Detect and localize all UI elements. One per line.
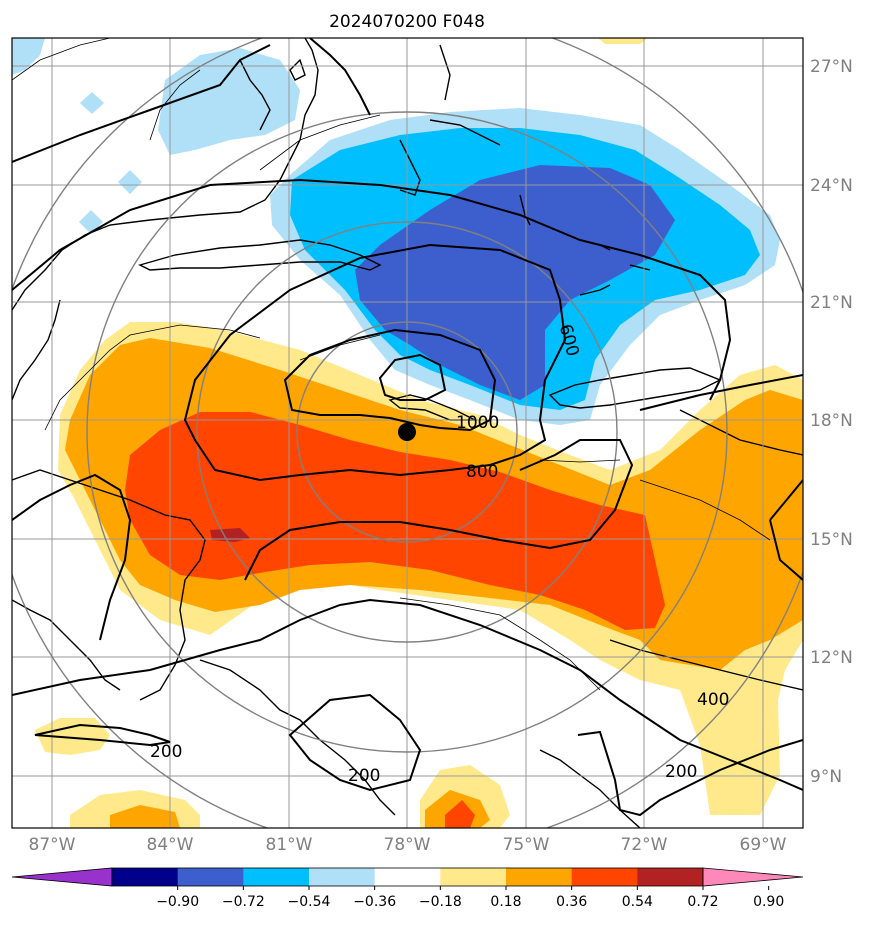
colorbar-tick-label: 0.36 [556,894,587,910]
colorbar-tick-label: −0.54 [288,894,331,910]
colorbar-tick-label: −0.72 [222,894,265,910]
longitude-labels: 87°W 84°W 81°W 78°W 75°W 72°W 69°W [29,835,787,855]
contours [12,38,803,817]
latitude-labels: 27°N 24°N 21°N 18°N 15°N 12°N 9°N [810,57,853,787]
colorbar-tick-label: −0.36 [353,894,396,910]
lon-label: 75°W [503,835,550,855]
colorbar-segment [440,868,507,886]
lon-label: 84°W [147,835,194,855]
lon-label: 87°W [29,835,76,855]
shade-neg-light-dot2 [118,170,142,194]
contour-label-200-west: 200 [150,742,182,762]
colorbar-tick-label: 0.72 [687,894,718,910]
colorbar-tick-label: −0.18 [419,894,462,910]
colorbar-extend-max [702,867,804,887]
colorbar-segment [177,868,244,886]
lon-label: 72°W [621,835,668,855]
shade-pos-light-top [598,38,648,44]
lon-label: 78°W [384,835,431,855]
shade-pos-strong-sc [445,800,475,828]
colorbar-frame [111,867,704,887]
colorbar-extend-min [11,867,113,887]
colorbar-segment [637,868,704,886]
lat-label: 21°N [810,293,853,313]
shade-pos-light-sw [35,718,110,755]
range-rings [12,38,803,828]
colorbar-tick-label: 0.90 [753,894,784,910]
lat-label: 18°N [810,411,853,431]
lat-label: 12°N [810,648,853,668]
storm-center-marker [398,423,416,441]
lon-label: 69°W [740,835,787,855]
colorbar-segment [112,868,179,886]
lat-label: 9°N [810,767,842,787]
graticule [12,38,803,828]
contour-label-group: 1000 800 400 200 200 200 600 [150,322,729,786]
contour-label-400: 400 [697,690,729,710]
map-frame [11,37,804,829]
figure-title: 2024070200 F048 [329,12,485,32]
colorbar-segment [506,868,573,886]
colorbar-tick-label: −0.90 [156,894,199,910]
colorbar-segment [571,868,638,886]
colorbar-segment [243,868,310,886]
colorbar [11,867,804,887]
contour-label-1000: 1000 [456,413,499,433]
colorbar-segment [374,868,441,886]
contour-label-200-east: 200 [665,762,697,782]
colorbar-tick-label: 0.54 [622,894,653,910]
colorbar-ticks: −0.90 −0.72 −0.54 −0.36 −0.18 0.18 0.36 0.54 0.7… [156,886,784,910]
lon-label: 81°W [266,835,313,855]
lat-label: 15°N [810,530,853,550]
contour-label-800: 800 [466,462,498,482]
lat-label: 24°N [810,176,853,196]
contour-label-200-center: 200 [348,766,380,786]
thin-contours [12,38,771,691]
shade-pos-mid-s [110,805,180,828]
lat-label: 27°N [810,57,853,77]
shade-neg-light-dot1 [80,92,104,114]
colorbar-segment [309,868,376,886]
colorbar-tick-label: 0.18 [490,894,521,910]
map-area [12,38,803,828]
